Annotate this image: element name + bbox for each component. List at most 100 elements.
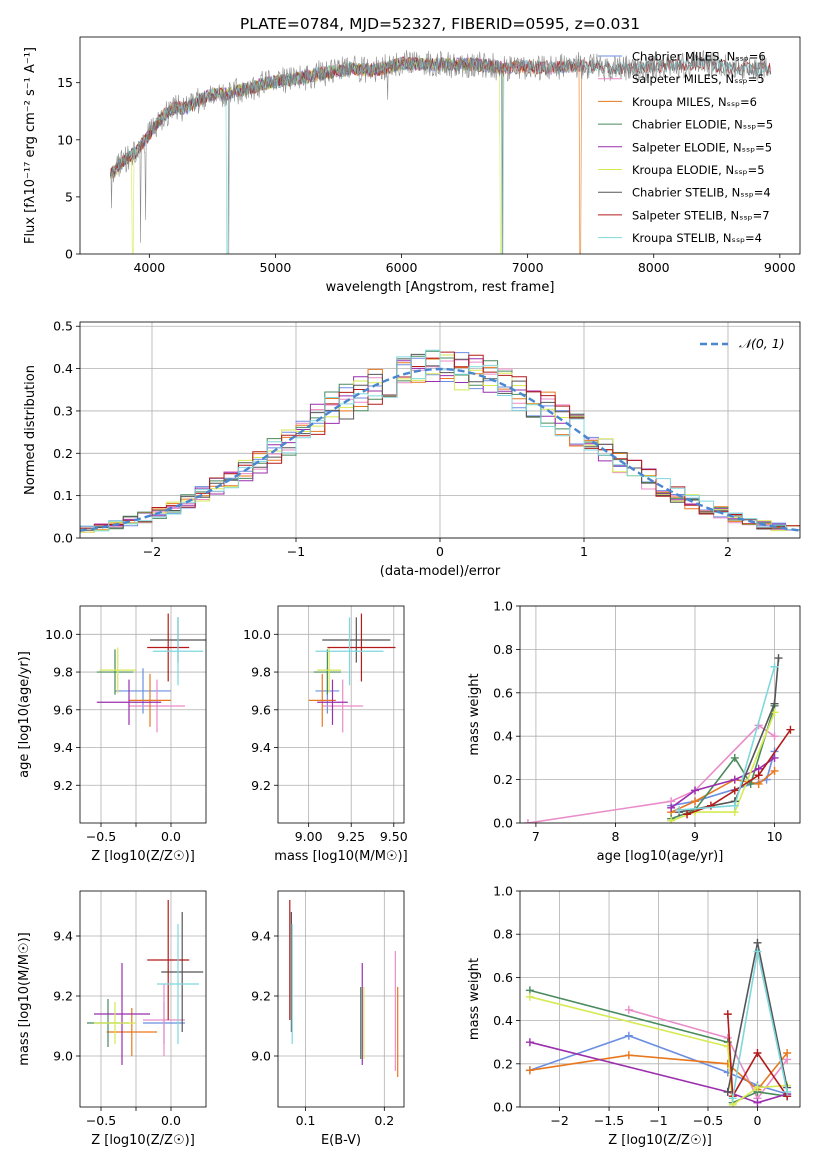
weight-marker bbox=[783, 1087, 792, 1096]
weight-marker bbox=[691, 797, 699, 806]
weight-marker bbox=[667, 816, 676, 823]
x-tick-label: −1.5 bbox=[594, 1113, 624, 1128]
weight-marker bbox=[723, 1010, 732, 1019]
y-tick-label: 9.2 bbox=[53, 778, 73, 793]
y-tick-label: 0.4 bbox=[53, 361, 73, 376]
weight-marker bbox=[770, 708, 779, 717]
weight-marker bbox=[783, 1049, 792, 1057]
errorbar-point bbox=[317, 679, 348, 725]
weight-marker bbox=[770, 662, 779, 671]
weight-marker bbox=[753, 938, 762, 947]
y-tick-label: 9.6 bbox=[251, 702, 271, 717]
weight-line bbox=[628, 1009, 788, 1100]
weight-marker bbox=[675, 805, 684, 814]
x-axis-label: age [log10(age/yr)] bbox=[597, 849, 724, 864]
legend-label: Kroupa ELODIE, Nₛₛₚ=5 bbox=[632, 163, 765, 177]
weight-marker bbox=[754, 771, 763, 780]
ebv-mass-plot bbox=[289, 900, 399, 1077]
y-tick-label: 10 bbox=[57, 132, 73, 147]
errorbar-point bbox=[161, 912, 204, 1032]
y-tick-label: 10.0 bbox=[243, 627, 271, 642]
weight-line bbox=[678, 658, 780, 813]
weight-marker bbox=[525, 1038, 534, 1047]
y-tick-label: 9.4 bbox=[53, 740, 73, 755]
y-tick-label: 0.8 bbox=[493, 927, 513, 942]
x-tick-label: 8 bbox=[611, 829, 619, 844]
weight-line bbox=[527, 724, 775, 823]
y-tick-label: 0.0 bbox=[493, 1100, 513, 1115]
axes-frame bbox=[79, 321, 801, 539]
y-tick-label: 9.2 bbox=[251, 778, 271, 793]
spectrum-plot bbox=[109, 49, 772, 254]
spectrum-line bbox=[109, 56, 771, 254]
x-tick-label: 9.00 bbox=[295, 829, 323, 844]
spectrum-line bbox=[109, 56, 585, 254]
x-tick-label: 0.1 bbox=[296, 1113, 316, 1128]
weight-marker bbox=[667, 803, 676, 812]
y-tick-label: 9.0 bbox=[53, 1049, 73, 1064]
x-axis-label: E(B-V) bbox=[321, 1133, 361, 1148]
y-tick-label: 9.0 bbox=[251, 1049, 271, 1064]
y-tick-label: 0 bbox=[65, 247, 73, 262]
errorbar-point bbox=[129, 679, 185, 733]
errorbar-point bbox=[143, 984, 185, 1056]
x-tick-label: 1 bbox=[580, 544, 588, 559]
x-tick-label: 0.0 bbox=[161, 1113, 181, 1128]
spectrum-line bbox=[109, 56, 503, 254]
legend-label: Salpeter STELIB, Nₛₛₚ=7 bbox=[632, 208, 770, 222]
y-tick-label: 9.4 bbox=[53, 929, 73, 944]
errorbar-point bbox=[157, 924, 199, 1044]
spectrum-panel: 4000 5000 6000 7000 8000 9000 0 5 10 15 wavelength… bbox=[23, 36, 801, 295]
y-tick-label: 5 bbox=[65, 189, 73, 204]
axes-frame bbox=[277, 605, 405, 824]
y-tick-label: 0.6 bbox=[493, 685, 513, 700]
x-tick-label: 0 bbox=[436, 544, 444, 559]
x-tick-label: 7 bbox=[532, 829, 540, 844]
y-tick-label: 9.8 bbox=[53, 665, 73, 680]
y-axis-label: mass weight bbox=[467, 958, 482, 1040]
weight-marker bbox=[753, 1098, 762, 1107]
legend: 𝒩(0, 1) bbox=[700, 336, 785, 351]
age-weight-panel: 7 8 9 10 0.0 0.2 0.4 0.6 0.8 1.0 age [log10(age/yr… bbox=[467, 599, 801, 864]
y-tick-label: 0.0 bbox=[493, 816, 513, 831]
x-tick-label: −0.5 bbox=[86, 1113, 116, 1128]
errorbar-point bbox=[313, 649, 341, 695]
z-age-plot bbox=[96, 613, 206, 733]
errorbar-point bbox=[96, 679, 162, 725]
errorbar-point bbox=[322, 617, 391, 663]
weight-marker bbox=[730, 786, 739, 795]
ebv-mass-panel: 0.1 0.2 9.0 9.2 9.4 E(B-V) bbox=[251, 890, 405, 1148]
spectrum-line bbox=[110, 49, 772, 254]
x-tick-label: 5000 bbox=[260, 260, 292, 275]
y-tick-label: 0.8 bbox=[493, 642, 513, 657]
weight-marker bbox=[770, 753, 779, 762]
axes-frame bbox=[277, 890, 405, 1108]
x-tick-label: −2 bbox=[550, 1113, 568, 1128]
errorbar-point bbox=[152, 617, 204, 686]
y-tick-label: 9.6 bbox=[53, 702, 73, 717]
y-axis-label: mass [log10(M/M☉)] bbox=[17, 932, 32, 1065]
errorbar-point bbox=[129, 673, 171, 727]
z-age-panel: −0.5 0.0 9.2 9.4 9.6 9.8 10.0 Z [log10(Z/Z☉)] ag… bbox=[17, 605, 207, 864]
x-tick-label: 0.2 bbox=[374, 1113, 394, 1128]
x-tick-label: −1 bbox=[287, 544, 305, 559]
y-tick-label: 0.5 bbox=[53, 319, 73, 334]
legend-label: 𝒩(0, 1) bbox=[739, 336, 785, 351]
x-axis-label: Z [log10(Z/Z☉)] bbox=[91, 1133, 195, 1148]
weight-marker bbox=[523, 819, 532, 823]
legend-label: Chabrier MILES, Nₛₛₚ=6 bbox=[632, 50, 766, 64]
y-tick-label: 9.2 bbox=[53, 989, 73, 1004]
axes-frame bbox=[79, 36, 801, 255]
x-tick-label: 4000 bbox=[133, 260, 165, 275]
residuals-panel: −2 −1 0 1 2 0.0 0.1 0.2 0.3 0.4 0.5 (data-model)/er… bbox=[23, 319, 801, 579]
weight-marker bbox=[730, 753, 739, 762]
axes-frame bbox=[519, 890, 801, 1108]
mass-age-plot bbox=[308, 613, 396, 733]
weight-marker bbox=[525, 992, 534, 1001]
weight-marker bbox=[770, 766, 779, 775]
weight-line bbox=[727, 1014, 788, 1099]
y-tick-label: 0.1 bbox=[53, 488, 73, 503]
y-tick-label: 0.3 bbox=[53, 403, 73, 418]
y-tick-label: 9.4 bbox=[251, 929, 271, 944]
